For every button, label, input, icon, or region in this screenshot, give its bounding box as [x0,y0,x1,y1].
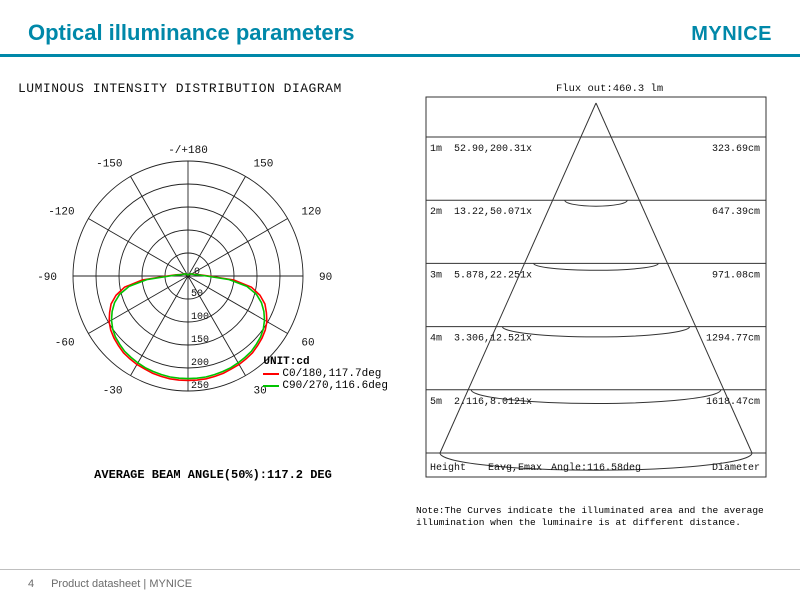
svg-text:Flux out:460.3 lm: Flux out:460.3 lm [556,83,663,95]
svg-text:150: 150 [254,159,274,171]
svg-text:2m: 2m [430,207,442,218]
cone-diagram: Flux out:460.3 lm 1m 52.90,200.31x 323.69cm… [416,81,776,501]
svg-text:50: 50 [191,289,203,300]
polar-legend: UNIT:cd C0/180,117.7degC90/270,116.6deg [263,356,388,392]
svg-text:250: 250 [191,381,209,392]
brand-logo: MYNICE [691,23,772,46]
svg-text:3m: 3m [430,270,442,281]
content-area: LUMINOUS INTENSITY DISTRIBUTION DIAGRAM … [0,57,800,529]
svg-text:13.22,50.071x: 13.22,50.071x [454,207,532,218]
svg-text:647.39cm: 647.39cm [712,207,760,218]
avg-beam-label: AVERAGE BEAM ANGLE(50%):117.2 DEG [18,468,408,482]
legend-swatch [263,373,279,375]
svg-text:323.69cm: 323.69cm [712,144,760,155]
svg-text:-30: -30 [103,385,123,397]
svg-text:-/+180: -/+180 [168,145,208,157]
svg-text:100: 100 [191,312,209,323]
page-header: Optical illuminance parameters MYNICE [0,0,800,57]
page-title: Optical illuminance parameters [28,20,354,46]
svg-text:2.116,8.0121x: 2.116,8.0121x [454,397,532,408]
svg-text:-120: -120 [48,207,74,219]
svg-text:90: 90 [319,272,332,284]
legend-swatch [263,385,279,387]
svg-text:120: 120 [301,207,321,219]
unit-label: UNIT:cd [263,356,388,368]
svg-text:1m: 1m [430,144,442,155]
svg-text:1618.47cm: 1618.47cm [706,397,760,408]
svg-text:971.08cm: 971.08cm [712,270,760,281]
svg-text:200: 200 [191,358,209,369]
svg-text:Diameter: Diameter [712,462,760,474]
footer-text: Product datasheet | MYNICE [51,578,192,590]
cone-panel: Flux out:460.3 lm 1m 52.90,200.31x 323.69cm… [416,81,776,529]
svg-text:0: 0 [194,267,200,278]
svg-text:1294.77cm: 1294.77cm [706,334,760,345]
svg-text:Height: Height [430,462,466,474]
legend-label: C90/270,116.6deg [282,380,388,392]
page-number: 4 [28,578,48,590]
svg-text:-90: -90 [37,272,57,284]
svg-text:5m: 5m [430,397,442,408]
cone-note: Note:The Curves indicate the illuminated… [416,505,776,529]
legend-row: C90/270,116.6deg [263,380,388,392]
svg-text:-60: -60 [55,338,75,350]
polar-title: LUMINOUS INTENSITY DISTRIBUTION DIAGRAM [18,81,408,96]
legend-label: C0/180,117.7deg [282,368,381,380]
svg-text:4m: 4m [430,334,442,345]
svg-text:150: 150 [191,335,209,346]
legend-row: C0/180,117.7deg [263,368,388,380]
svg-text:Eavg,Emax: Eavg,Emax [488,463,542,474]
svg-text:60: 60 [301,338,314,350]
page-footer: 4 Product datasheet | MYNICE [0,569,800,598]
svg-text:Angle:116.58deg: Angle:116.58deg [551,462,641,474]
svg-text:-150: -150 [96,159,122,171]
svg-text:52.90,200.31x: 52.90,200.31x [454,144,532,155]
polar-panel: LUMINOUS INTENSITY DISTRIBUTION DIAGRAM … [18,81,408,529]
